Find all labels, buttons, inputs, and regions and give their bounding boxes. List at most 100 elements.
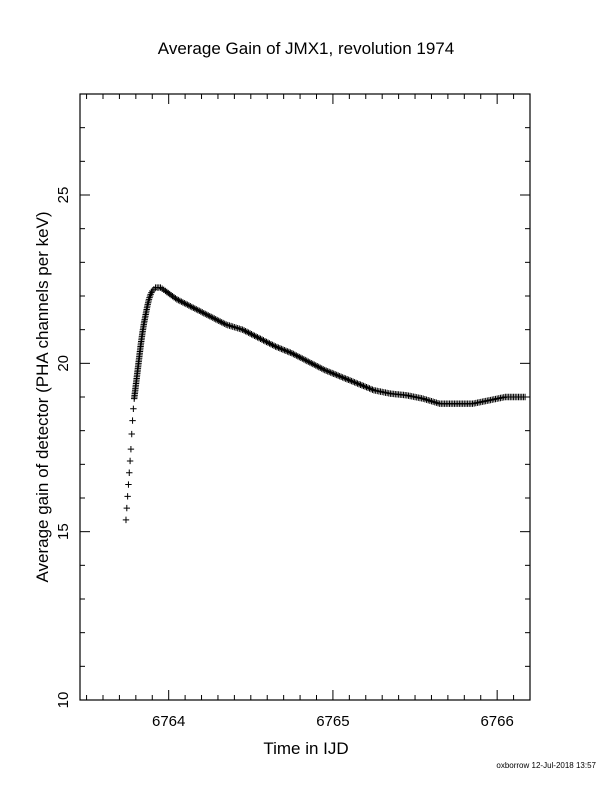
data-point (355, 380, 363, 388)
data-point (179, 299, 187, 306)
data-point (288, 350, 296, 357)
data-point (285, 348, 293, 356)
data-point (269, 341, 276, 349)
data-point (421, 395, 429, 403)
data-point (145, 296, 153, 303)
data-point (287, 349, 294, 356)
data-point (305, 358, 312, 365)
data-point (315, 363, 322, 371)
data-point (227, 322, 235, 330)
data-point (125, 481, 132, 488)
data-point (182, 300, 190, 308)
data-point (314, 363, 321, 370)
data-point (328, 369, 336, 377)
data-point (243, 328, 251, 336)
data-point (245, 329, 252, 336)
data-point (337, 373, 345, 380)
data-point (187, 303, 194, 310)
data-point (122, 516, 130, 524)
data-point (363, 384, 370, 391)
data-point (309, 360, 316, 368)
data-point (320, 366, 327, 373)
data-point (317, 364, 324, 371)
data-point (311, 361, 318, 368)
data-point (294, 353, 302, 360)
data-point (297, 354, 305, 362)
data-point (303, 357, 310, 365)
data-point (203, 311, 210, 318)
data-point (254, 334, 261, 341)
data-point (348, 377, 355, 385)
data-point (312, 362, 319, 369)
data-point (231, 323, 238, 331)
data-point (291, 351, 299, 358)
data-point (281, 346, 288, 354)
chart-title: Average Gain of JMX1, revolution 1974 (158, 39, 454, 58)
data-point (249, 331, 257, 339)
data-point (336, 372, 343, 380)
data-point (431, 399, 438, 406)
data-point (426, 397, 434, 404)
x-tick-label: 6766 (480, 713, 513, 730)
data-point (346, 377, 354, 384)
data-point (364, 384, 372, 392)
data-point (181, 299, 188, 307)
data-point (173, 296, 181, 303)
data-point (260, 337, 267, 344)
data-point (343, 376, 351, 383)
data-point (433, 399, 440, 406)
data-point (124, 493, 131, 500)
data-point (331, 371, 339, 378)
data-point (264, 339, 272, 346)
data-point (276, 345, 284, 352)
y-axis-ticks: 10 15 20 25 (55, 93, 530, 708)
footer-stamp: oxborrow 12-Jul-2018 13:57 (496, 761, 596, 770)
data-point (279, 346, 287, 353)
data-point (420, 395, 427, 402)
y-tick-label: 20 (55, 355, 72, 372)
data-point (339, 374, 346, 381)
data-point (267, 341, 275, 348)
data-point (266, 340, 273, 347)
data-point (128, 430, 135, 438)
data-point (242, 327, 249, 335)
data-point (270, 342, 278, 349)
data-point (323, 367, 330, 374)
data-point (219, 319, 227, 327)
data-point (197, 308, 204, 315)
data-point (208, 313, 215, 321)
data-point (214, 316, 221, 324)
x-tick-label: 6765 (316, 713, 349, 730)
data-point (333, 371, 340, 379)
data-point (293, 352, 300, 359)
data-point (263, 338, 270, 346)
data-point (196, 307, 203, 315)
data-point (325, 368, 333, 376)
data-point (340, 374, 348, 382)
data-point (302, 356, 309, 364)
data-point (349, 378, 357, 385)
data-point (126, 469, 133, 476)
data-point (209, 314, 216, 321)
data-point (290, 350, 297, 358)
data-point (206, 313, 213, 320)
data-point (351, 379, 358, 386)
data-point (175, 296, 182, 304)
data-point (327, 369, 334, 376)
x-tick-label: 6764 (152, 713, 185, 730)
data-point (275, 344, 282, 351)
data-point (216, 318, 224, 325)
data-point (251, 332, 258, 339)
data-point (324, 368, 331, 375)
data-point (330, 370, 337, 377)
data-point (334, 372, 342, 379)
data-point (357, 381, 364, 388)
data-point (321, 366, 328, 374)
data-point (191, 305, 199, 312)
data-points (122, 284, 529, 524)
data-point (248, 331, 255, 338)
data-point (278, 345, 285, 353)
data-point (199, 309, 206, 316)
data-point (424, 396, 432, 404)
